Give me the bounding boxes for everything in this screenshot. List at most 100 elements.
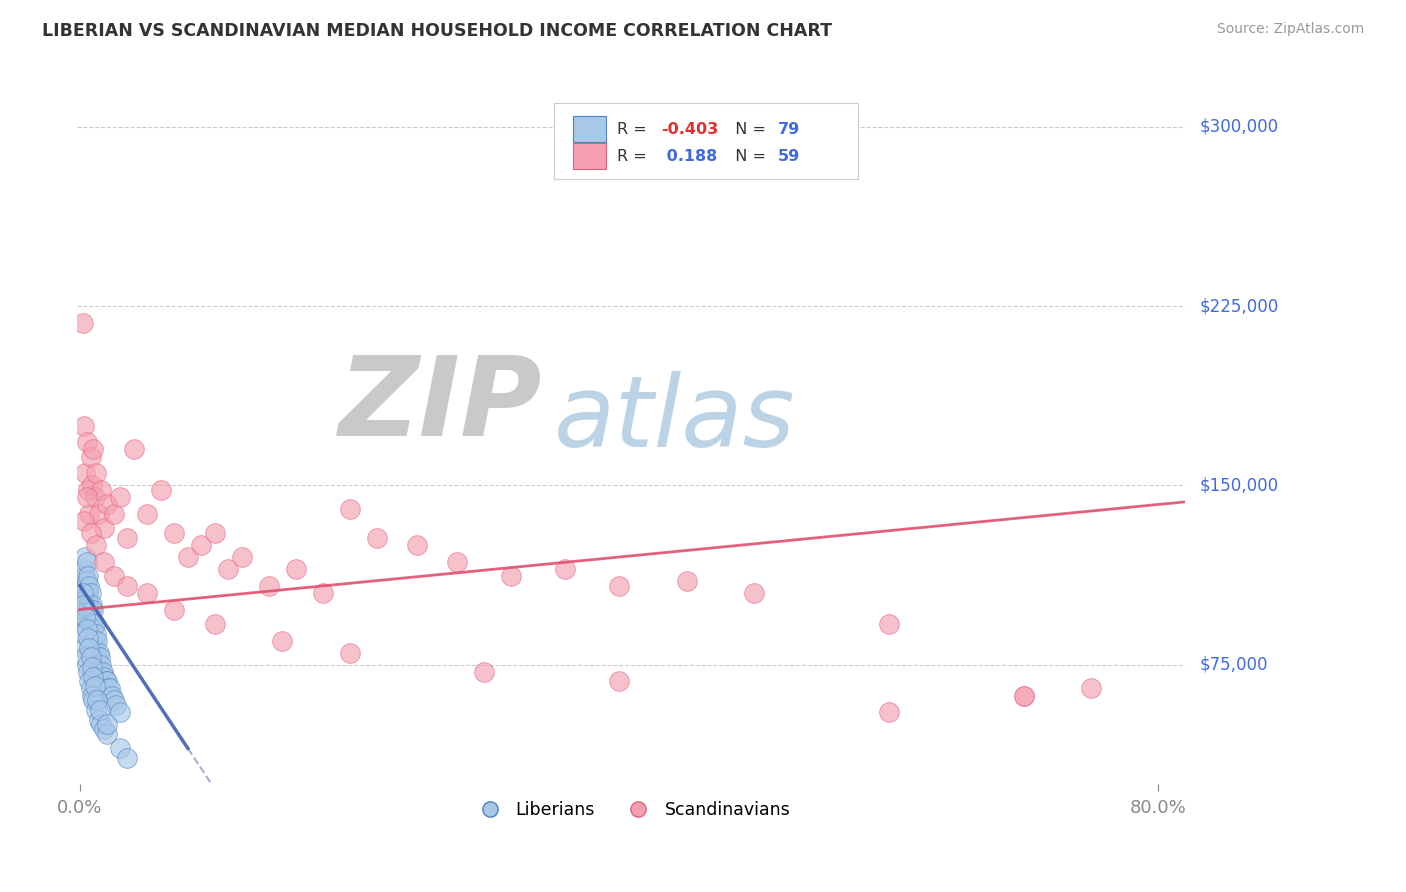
Point (406, 538, 429, 552)
Point (82, 693, 104, 707)
Point (77, 586, 100, 600)
Point (76, 657, 98, 672)
Point (90, 483, 112, 497)
Point (80, 660, 103, 674)
FancyBboxPatch shape (572, 116, 606, 142)
Point (93, 669, 115, 683)
Point (271, 633, 294, 648)
Point (76, 435, 98, 450)
Point (149, 483, 172, 497)
Text: LIBERIAN VS SCANDINAVIAN MEDIAN HOUSEHOLD INCOME CORRELATION CHART: LIBERIAN VS SCANDINAVIAN MEDIAN HOUSEHOL… (42, 22, 832, 40)
Point (163, 526, 186, 541)
Point (101, 689, 124, 703)
Point (93, 521, 115, 535)
Point (73, 640, 96, 655)
Point (96, 674, 118, 689)
Point (87, 646, 110, 660)
Point (94, 674, 117, 689)
Point (76, 586, 98, 600)
Point (89, 650, 111, 665)
Point (89, 703, 111, 717)
Point (311, 586, 333, 600)
Point (115, 751, 138, 765)
Point (75, 569, 97, 583)
Point (76, 555, 98, 569)
Point (77, 483, 100, 497)
Point (204, 616, 226, 631)
Point (103, 693, 125, 707)
Point (96, 498, 118, 512)
Point (96, 727, 118, 741)
Point (72, 586, 94, 600)
Text: $225,000: $225,000 (1199, 297, 1278, 315)
Point (98, 681, 121, 696)
Point (675, 574, 697, 588)
Point (105, 698, 128, 713)
Point (115, 531, 138, 545)
Text: 79: 79 (778, 121, 800, 136)
Point (89, 665, 111, 679)
Point (83, 616, 105, 631)
Legend: Liberians, Scandinavians: Liberians, Scandinavians (465, 795, 797, 826)
Point (73, 593, 96, 607)
Point (82, 622, 104, 636)
Point (190, 538, 212, 552)
Point (73, 579, 96, 593)
Point (1012, 689, 1035, 703)
Point (73, 514, 96, 528)
Text: 59: 59 (778, 149, 800, 163)
Point (877, 616, 900, 631)
Text: ZIP: ZIP (339, 351, 543, 458)
Point (177, 549, 200, 564)
Point (607, 674, 630, 689)
Point (73, 562, 96, 576)
Point (79, 598, 101, 612)
Text: $75,000: $75,000 (1199, 656, 1268, 673)
Point (80, 450, 103, 464)
Point (136, 507, 159, 521)
FancyBboxPatch shape (554, 103, 859, 179)
Point (75, 650, 97, 665)
Point (84, 467, 107, 481)
Point (93, 722, 115, 736)
Point (77, 632, 100, 646)
Point (79, 507, 101, 521)
Text: 0.188: 0.188 (661, 149, 717, 163)
Point (1080, 681, 1102, 696)
Point (554, 562, 576, 576)
Point (76, 622, 98, 636)
Point (80, 650, 103, 665)
Point (72, 626, 94, 640)
Point (163, 602, 186, 616)
Point (339, 646, 361, 660)
Point (83, 633, 105, 648)
Point (86, 693, 108, 707)
Point (77, 665, 100, 679)
Point (82, 669, 104, 683)
Point (77, 602, 100, 616)
Point (73, 609, 96, 624)
Point (75, 549, 97, 564)
Text: R =: R = (617, 149, 652, 163)
Point (79, 674, 101, 689)
Point (257, 579, 280, 593)
Point (73, 418, 96, 433)
Point (90, 717, 112, 731)
Text: Source: ZipAtlas.com: Source: ZipAtlas.com (1216, 22, 1364, 37)
Point (75, 467, 97, 481)
Point (83, 679, 105, 693)
Point (91, 665, 114, 679)
Point (103, 569, 125, 583)
Point (80, 616, 103, 631)
Text: N =: N = (725, 149, 772, 163)
Point (217, 562, 239, 576)
Point (80, 586, 103, 600)
Point (110, 706, 132, 720)
Point (446, 555, 468, 569)
Point (83, 490, 105, 504)
Point (72, 574, 94, 588)
Point (110, 741, 132, 756)
Text: atlas: atlas (554, 371, 796, 468)
Point (84, 646, 107, 660)
Point (82, 602, 104, 616)
